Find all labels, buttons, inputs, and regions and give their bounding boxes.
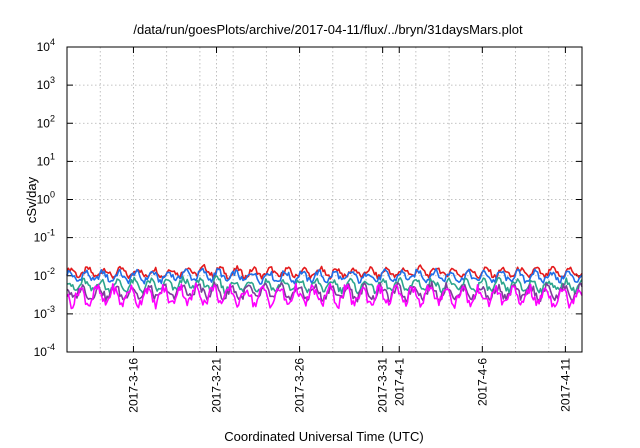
- y-tick-base: 10: [37, 116, 51, 130]
- series-line-5: [66, 282, 583, 310]
- y-tick-base: 10: [34, 307, 48, 321]
- x-tick-label: 2017-3-31: [376, 358, 390, 413]
- chart-title: /data/run/goesPlots/archive/2017-04-11/f…: [133, 22, 523, 37]
- x-tick-label: 2017-3-16: [126, 358, 140, 413]
- y-tick-exponent: -2: [47, 266, 55, 276]
- y-tick-label: 102: [37, 113, 55, 130]
- x-tick-label: 2017-3-21: [210, 358, 224, 413]
- x-tick-label: 2017-4-11: [558, 358, 572, 412]
- x-axis-label: Coordinated Universal Time (UTC): [224, 429, 423, 444]
- y-tick-exponent: 0: [50, 190, 55, 200]
- y-tick-label: 10-3: [34, 304, 55, 321]
- y-tick-label: 10-2: [34, 266, 55, 283]
- x-tick-label: 2017-4-6: [475, 358, 489, 406]
- grid: [66, 46, 583, 353]
- x-tick-labels: 2017-3-16 2017-3-21 2017-3-26 2017-3-31 2017…: [126, 358, 572, 413]
- y-tick-exponent: 4: [50, 37, 55, 47]
- y-tick-exponent: -4: [47, 342, 55, 352]
- y-tick-label: 10-1: [34, 228, 55, 245]
- y-tick-exponent: -1: [47, 228, 55, 238]
- y-tick-base: 10: [34, 231, 48, 245]
- y-tick-base: 10: [37, 78, 51, 92]
- y-tick-label: 100: [37, 190, 55, 207]
- series-line-2: [66, 267, 583, 285]
- y-tick-exponent: 2: [50, 113, 55, 123]
- series-group: [66, 263, 583, 310]
- y-tick-exponent: 3: [50, 75, 55, 85]
- x-tick-label: 2017-3-26: [293, 358, 307, 413]
- y-tick-label: 10-4: [34, 342, 55, 359]
- x-tick-label: 2017-4-1: [392, 358, 406, 406]
- y-tick-base: 10: [37, 40, 51, 54]
- y-tick-exponent: 1: [50, 151, 55, 161]
- plot-frame: [66, 46, 583, 353]
- y-tick-label: 101: [37, 151, 55, 168]
- y-tick-label: 104: [37, 37, 55, 54]
- y-tick-base: 10: [37, 154, 51, 168]
- y-tick-base: 10: [34, 269, 48, 283]
- y-tick-exponent: -3: [47, 304, 55, 314]
- y-tick-base: 10: [37, 193, 51, 207]
- y-tick-label: 103: [37, 75, 55, 92]
- y-tick-base: 10: [34, 345, 48, 359]
- y-axis-label: cSv/day: [24, 176, 39, 223]
- series-line-3: [66, 275, 583, 295]
